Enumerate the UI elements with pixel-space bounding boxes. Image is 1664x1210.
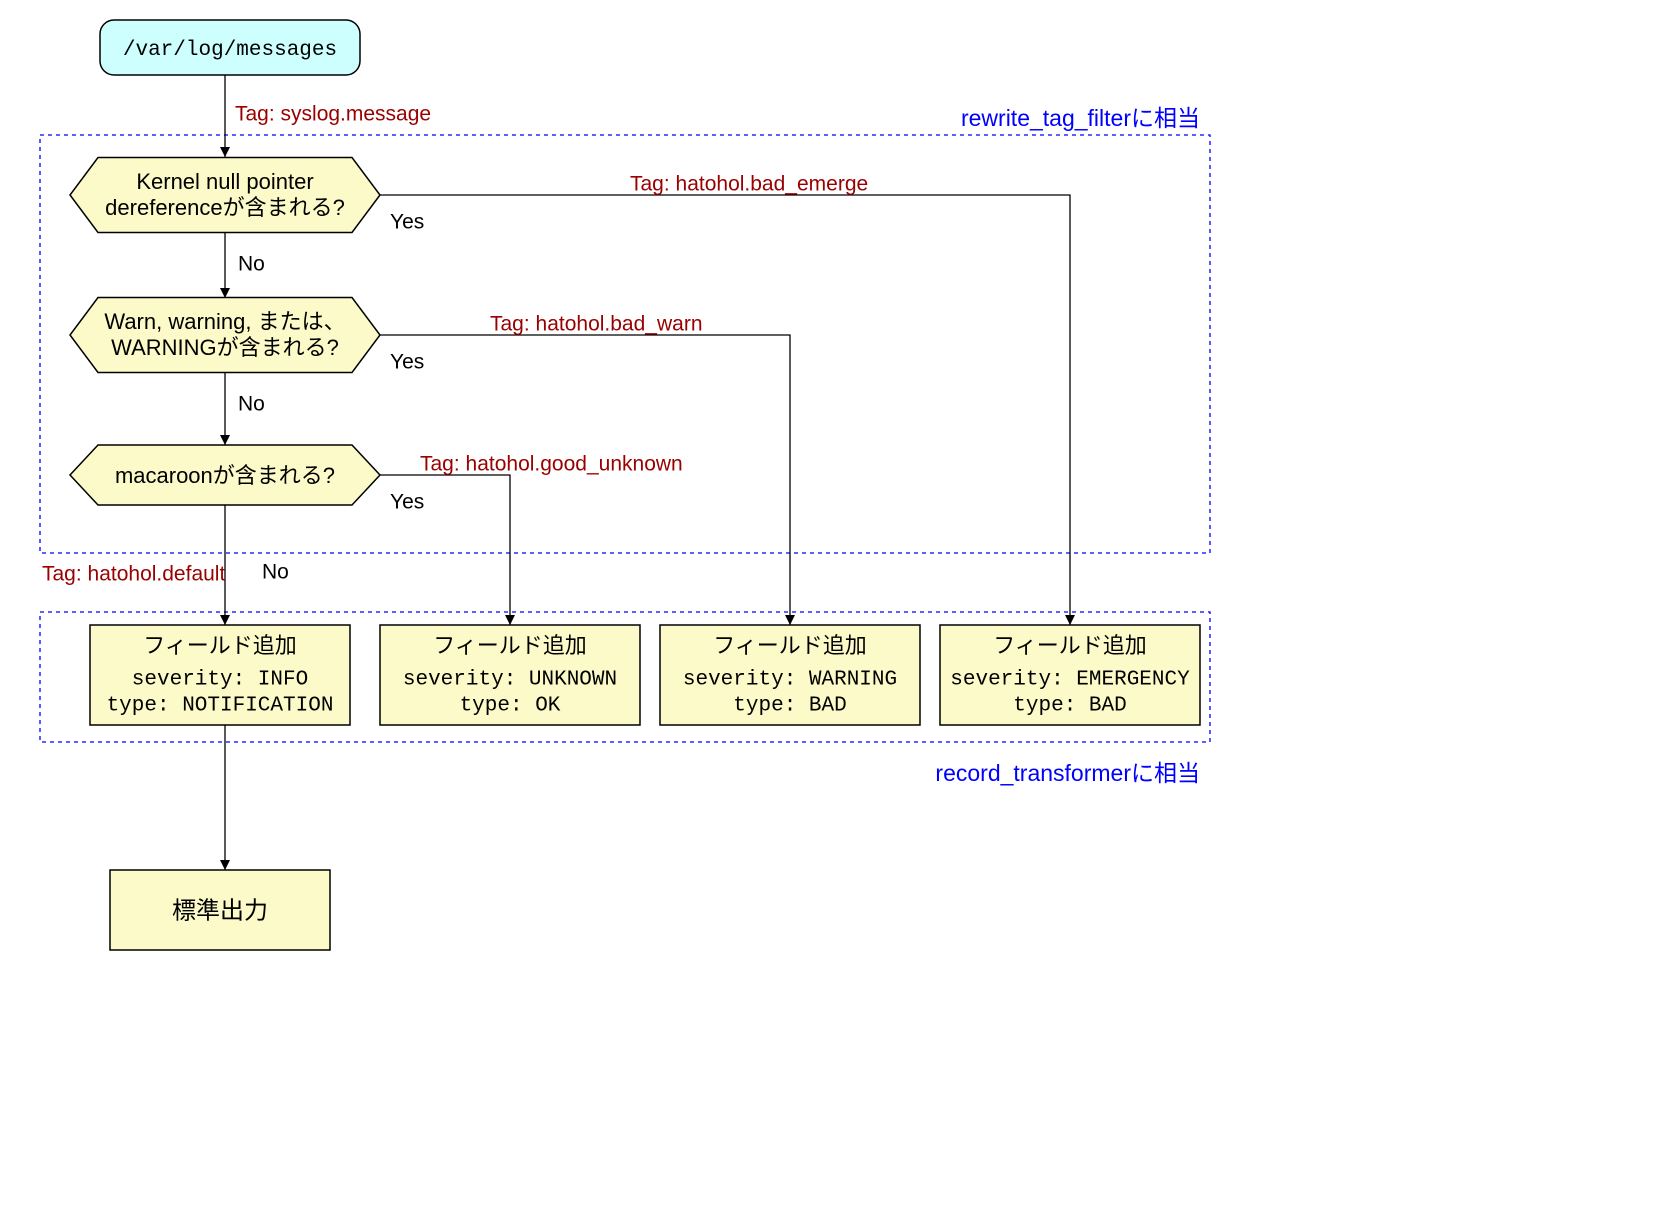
- field-f1-l2: type: OK: [460, 695, 561, 718]
- group-label-rewrite: rewrite_tag_filterに相当: [961, 105, 1200, 131]
- field-f0-title: フィールド追加: [143, 633, 297, 658]
- edge-label-d1_d2: No: [238, 253, 265, 276]
- decision-d1-l1: Kernel null pointer: [136, 169, 313, 194]
- group-label-transformer: record_transformerに相当: [935, 760, 1200, 786]
- edge-tag-start_d1: Tag: syslog.message: [235, 103, 431, 126]
- field-f3-l2: type: BAD: [1013, 695, 1126, 718]
- decision-d2-l2: WARNINGが含まれる?: [111, 335, 339, 360]
- field-f1-l1: severity: UNKNOWN: [403, 669, 617, 692]
- start-node-label: /var/log/messages: [123, 39, 337, 62]
- field-f0-l2: type: NOTIFICATION: [107, 695, 334, 718]
- field-f3-title: フィールド追加: [993, 633, 1147, 658]
- field-f2-l2: type: BAD: [733, 695, 846, 718]
- decision-d1-l2: dereferenceが含まれる?: [105, 195, 345, 220]
- edge-label-d2_d3: No: [238, 393, 265, 416]
- field-f2-title: フィールド追加: [713, 633, 867, 658]
- decision-d2-l1: Warn, warning, または、: [104, 309, 345, 334]
- decision-d3-l1: macaroonが含まれる?: [115, 463, 335, 488]
- edge-tag-d3_f1: Tag: hatohol.good_unknown: [420, 453, 683, 476]
- edge-label-d2_f2: Yes: [390, 351, 424, 374]
- edge-label-d3_f1: Yes: [390, 491, 424, 514]
- edge-tag-d1_f3: Tag: hatohol.bad_emerge: [630, 173, 868, 196]
- field-f2-l1: severity: WARNING: [683, 669, 897, 692]
- edge-tag-d3_f0: Tag: hatohol.default: [42, 563, 225, 586]
- field-f3-l1: severity: EMERGENCY: [950, 669, 1190, 692]
- edge-label-d1_f3: Yes: [390, 211, 424, 234]
- edge-tag-d2_f2: Tag: hatohol.bad_warn: [490, 313, 703, 336]
- edge: [380, 195, 1070, 625]
- edge-label-d3_f0: No: [262, 561, 289, 584]
- field-f1-title: フィールド追加: [433, 633, 587, 658]
- field-f0-l1: severity: INFO: [132, 669, 308, 692]
- output-node-label: 標準出力: [172, 897, 268, 924]
- edge: [380, 335, 790, 625]
